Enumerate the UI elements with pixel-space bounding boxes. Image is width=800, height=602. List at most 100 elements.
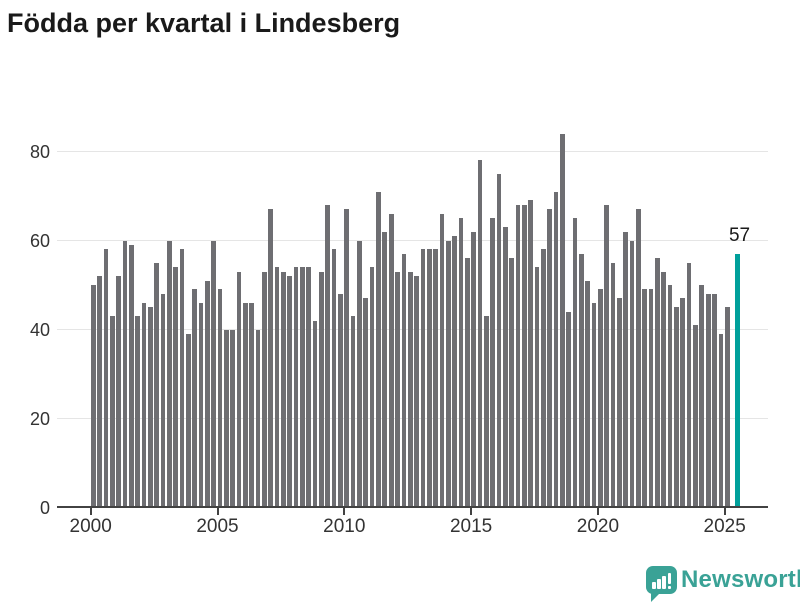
highlighted-bar [735, 253, 740, 508]
bar [712, 293, 717, 508]
bar [445, 240, 451, 508]
bar [274, 267, 280, 508]
bar [585, 280, 591, 508]
newsworthy-wordmark: Newsworthy [681, 566, 800, 593]
bar [243, 302, 248, 508]
bar [262, 271, 267, 508]
bar [344, 209, 350, 508]
bar [268, 209, 274, 508]
y-axis-label-80: 80 [29, 141, 50, 162]
bar [198, 302, 204, 508]
bar [648, 289, 654, 508]
bar [312, 320, 318, 508]
bar [705, 293, 711, 508]
bar [338, 293, 343, 508]
x-axis-label-2010: 2010 [323, 516, 366, 537]
bar [192, 289, 197, 508]
bar [686, 262, 692, 508]
bar [204, 280, 210, 508]
bar [629, 240, 635, 508]
bar [515, 204, 521, 508]
bar [547, 209, 553, 508]
bar [281, 271, 286, 508]
bar [636, 209, 641, 508]
bar [433, 249, 438, 508]
x-axis-tick-2020 [596, 508, 599, 515]
bar [331, 249, 337, 508]
bar [223, 329, 229, 508]
bar [109, 316, 115, 508]
bar [319, 271, 324, 508]
bar [566, 311, 572, 508]
bar [97, 276, 102, 508]
bar [540, 249, 546, 508]
x-axis-label-2020: 2020 [576, 516, 620, 537]
bar [255, 329, 261, 508]
x-axis-label-2000: 2000 [69, 516, 112, 537]
bar [642, 289, 648, 508]
bar [680, 298, 686, 508]
bar [579, 253, 584, 508]
bar [357, 240, 362, 508]
bar [166, 240, 172, 508]
x-axis-line [57, 506, 768, 508]
bar [306, 267, 312, 508]
x-axis-tick-2005 [216, 508, 219, 515]
bar [572, 218, 578, 508]
bar [325, 204, 331, 508]
bar [160, 293, 166, 508]
bar [458, 218, 464, 508]
gridline-y60 [57, 240, 768, 241]
bar [382, 231, 388, 508]
bar [128, 244, 134, 508]
highlight-value-label: 57 [728, 225, 751, 246]
bar [122, 240, 128, 508]
x-axis-tick-2000 [89, 508, 92, 515]
bar [674, 307, 679, 508]
bar [509, 258, 514, 508]
icon-exclamation-dot [667, 585, 671, 589]
y-axis-label-60: 60 [29, 230, 50, 251]
icon-bar-large [662, 576, 666, 589]
bar [534, 267, 540, 508]
icon-exclamation-stem [667, 573, 671, 584]
bar [350, 316, 356, 508]
bar [655, 258, 660, 508]
bar [249, 302, 255, 508]
bar [363, 298, 369, 508]
bar [369, 267, 375, 508]
newsworthy-bar-chart-bubble-icon [646, 566, 677, 594]
bar [141, 302, 147, 508]
bar [617, 298, 622, 508]
bar [521, 204, 527, 508]
x-axis-tick-2025 [723, 508, 726, 515]
bar [490, 218, 495, 508]
bar [154, 262, 159, 508]
x-axis-tick-2015 [470, 508, 473, 515]
x-axis-label-2015: 2015 [449, 516, 493, 537]
y-axis-label-0: 0 [39, 497, 50, 518]
bar [604, 204, 610, 508]
bar [426, 249, 432, 508]
bar [528, 200, 533, 508]
bar [591, 302, 597, 508]
bar [560, 133, 565, 508]
x-axis-tick-2010 [343, 508, 346, 515]
bar [376, 191, 381, 508]
bar [293, 267, 299, 508]
bar [236, 271, 242, 508]
bar [496, 173, 502, 508]
x-axis-label-2005: 2005 [196, 516, 239, 537]
x-axis-label-2025: 2025 [703, 516, 746, 537]
bar [173, 267, 178, 508]
bar [90, 285, 96, 508]
bar [217, 289, 223, 508]
bar [464, 258, 470, 508]
bar [661, 271, 667, 508]
bar [211, 240, 216, 508]
bar [179, 249, 185, 508]
chart-title: Födda per kvartal i Lindesberg [7, 8, 401, 38]
bar [300, 267, 305, 508]
bar [287, 276, 293, 508]
